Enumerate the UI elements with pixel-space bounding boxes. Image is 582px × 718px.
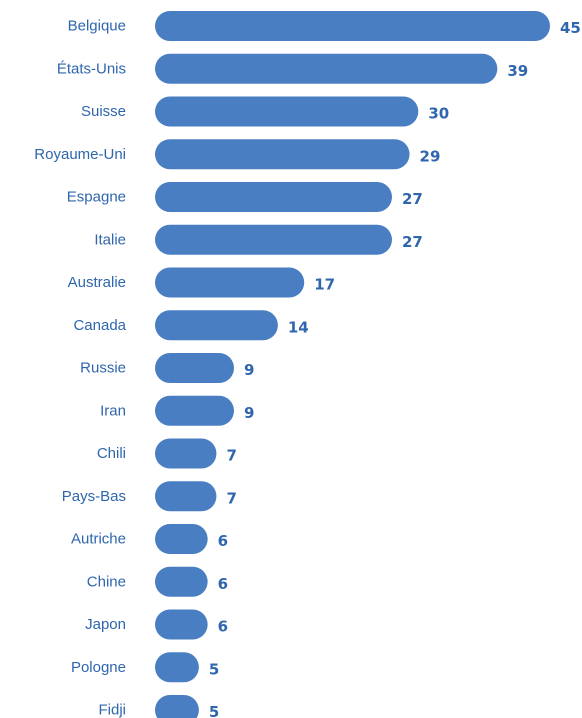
category-label-royaume-uni: Royaume-Uni <box>34 146 126 163</box>
bar-chili <box>155 438 217 469</box>
value-label-fidji: 5 <box>209 703 219 718</box>
bar-espagne <box>155 182 392 212</box>
bars-group <box>155 11 550 718</box>
value-label-russie: 9 <box>244 361 254 379</box>
value-label-etats-unis: 39 <box>507 62 528 80</box>
category-label-autriche: Autriche <box>71 531 126 548</box>
bar-chine <box>155 566 208 597</box>
bar-belgique <box>155 11 550 41</box>
bar-suisse <box>155 96 419 127</box>
bar-pologne <box>155 652 199 683</box>
bar-italie <box>155 224 392 255</box>
bar-fidji <box>155 695 199 718</box>
bar-australie <box>155 267 305 298</box>
category-label-belgique: Belgique <box>68 18 126 35</box>
value-label-espagne: 27 <box>402 190 423 208</box>
value-label-canada: 14 <box>288 318 309 336</box>
category-label-pologne: Pologne <box>71 659 126 676</box>
value-label-australie: 17 <box>314 276 335 294</box>
value-label-chine: 6 <box>218 575 228 593</box>
category-label-suisse: Suisse <box>81 103 126 120</box>
value-label-iran: 9 <box>244 404 254 422</box>
category-labels: Belgique États-Unis Suisse Royaume-Uni Espag… <box>34 18 126 718</box>
bar-etats-unis <box>155 53 498 84</box>
category-label-japon: Japon <box>85 616 126 633</box>
value-label-royaume-uni: 29 <box>420 147 441 165</box>
category-label-etats-unis: États-Unis <box>57 60 126 77</box>
value-labels: 45 39 30 29 27 27 17 14 9 9 7 7 6 6 6 5 5 <box>209 19 581 718</box>
value-label-japon: 6 <box>218 618 228 636</box>
value-label-belgique: 45 <box>560 19 581 37</box>
category-label-italie: Italie <box>94 231 126 248</box>
category-label-chine: Chine <box>87 573 126 590</box>
category-label-fidji: Fidji <box>98 702 126 718</box>
bar-royaume-uni <box>155 139 410 170</box>
bar-canada <box>155 310 278 341</box>
category-label-canada: Canada <box>73 317 126 334</box>
category-label-russie: Russie <box>80 360 126 377</box>
bar-autriche <box>155 524 208 554</box>
category-label-espagne: Espagne <box>67 189 126 206</box>
bar-japon <box>155 609 208 640</box>
category-label-chili: Chili <box>97 445 126 462</box>
value-label-chili: 7 <box>226 447 236 465</box>
value-label-italie: 27 <box>402 233 423 251</box>
value-label-autriche: 6 <box>218 532 228 550</box>
bar-russie <box>155 353 234 383</box>
bar-pays-bas <box>155 481 217 512</box>
value-label-pays-bas: 7 <box>226 489 236 507</box>
category-label-pays-bas: Pays-Bas <box>62 488 126 505</box>
category-label-australie: Australie <box>68 274 126 291</box>
bar-iran <box>155 395 234 426</box>
value-label-suisse: 30 <box>428 105 449 123</box>
category-label-iran: Iran <box>100 402 126 419</box>
value-label-pologne: 5 <box>209 660 219 678</box>
